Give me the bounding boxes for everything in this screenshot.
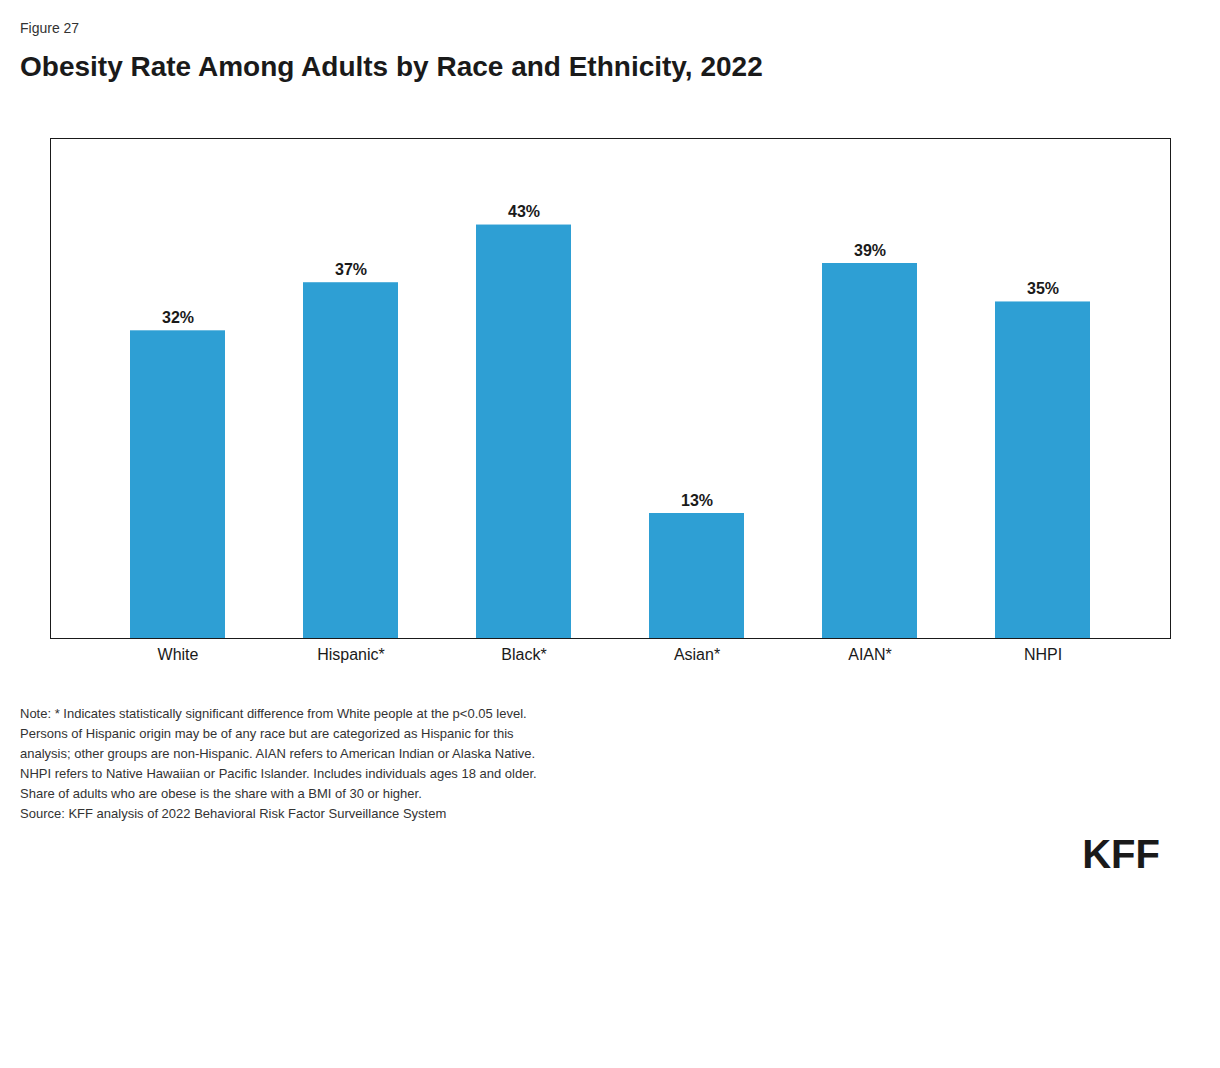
html-text:KFF: KFF bbox=[1082, 832, 1160, 877]
html-text:Persons of Hispanic origin may: Persons of Hispanic origin may be of any… bbox=[20, 725, 514, 741]
svg-text:39%: 39% bbox=[854, 241, 886, 258]
svg-text:Asian*: Asian* bbox=[674, 645, 720, 662]
svg-text:NHPI: NHPI bbox=[1024, 645, 1062, 662]
html-text:Figure 27: Figure 27 bbox=[20, 20, 80, 36]
svg-text:13%: 13% bbox=[681, 491, 713, 508]
html-text:Obesity Rate Among Adults by R: Obesity Rate Among Adults by Race and Et… bbox=[20, 51, 763, 82]
svg-text:White: White bbox=[158, 645, 199, 662]
html-text:Note: * Indicates statisticall: Note: * Indicates statistically signific… bbox=[20, 705, 527, 721]
svg-text:35%: 35% bbox=[1027, 280, 1059, 297]
svg-text:32%: 32% bbox=[162, 308, 194, 325]
svg-text:37%: 37% bbox=[335, 260, 367, 277]
html-text:analysis; other groups are non: analysis; other groups are non-Hispanic.… bbox=[20, 745, 536, 761]
html-text:Share of adults who are obese: Share of adults who are obese is the sha… bbox=[20, 786, 422, 802]
svg-text:Hispanic*: Hispanic* bbox=[317, 645, 385, 662]
svg-text:AIAN*: AIAN* bbox=[848, 645, 892, 662]
svg-text:Black*: Black* bbox=[501, 645, 546, 662]
html-text:NHPI refers to Native Hawaiian: NHPI refers to Native Hawaiian or Pacifi… bbox=[20, 766, 537, 781]
svg-text:43%: 43% bbox=[508, 203, 540, 220]
html-text:Source: KFF analysis of 2022 B: Source: KFF analysis of 2022 Behavioral … bbox=[20, 806, 447, 822]
